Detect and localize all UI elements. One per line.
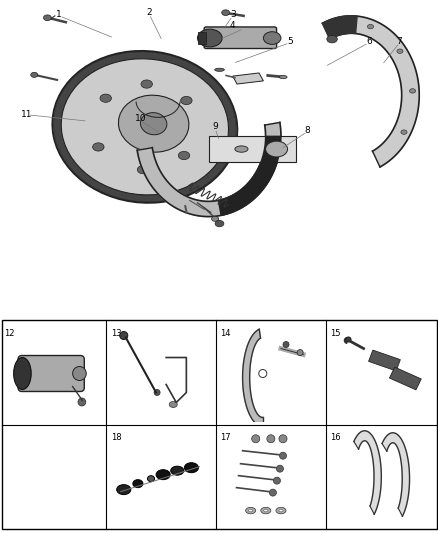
Polygon shape bbox=[137, 123, 280, 216]
Text: 7: 7 bbox=[396, 37, 402, 46]
Circle shape bbox=[31, 72, 38, 77]
Circle shape bbox=[279, 452, 286, 459]
Circle shape bbox=[137, 166, 148, 174]
Ellipse shape bbox=[155, 470, 170, 480]
Text: 4: 4 bbox=[230, 21, 235, 30]
Polygon shape bbox=[321, 16, 418, 167]
Circle shape bbox=[92, 143, 104, 151]
Circle shape bbox=[141, 80, 152, 88]
Ellipse shape bbox=[61, 59, 228, 195]
Ellipse shape bbox=[53, 52, 236, 202]
Text: 1: 1 bbox=[56, 10, 62, 19]
Polygon shape bbox=[232, 73, 263, 84]
Ellipse shape bbox=[14, 358, 31, 390]
Polygon shape bbox=[321, 16, 357, 39]
Circle shape bbox=[265, 141, 287, 157]
Polygon shape bbox=[381, 433, 409, 516]
Ellipse shape bbox=[133, 480, 143, 488]
Polygon shape bbox=[389, 367, 420, 390]
Circle shape bbox=[180, 96, 192, 104]
Text: 9: 9 bbox=[212, 123, 218, 131]
FancyBboxPatch shape bbox=[18, 356, 84, 392]
Ellipse shape bbox=[279, 76, 286, 79]
Ellipse shape bbox=[147, 475, 154, 482]
Polygon shape bbox=[368, 350, 399, 371]
Circle shape bbox=[100, 94, 111, 102]
Circle shape bbox=[326, 35, 336, 43]
Ellipse shape bbox=[117, 484, 131, 495]
Circle shape bbox=[266, 435, 274, 443]
Bar bbox=[208, 136, 296, 163]
Circle shape bbox=[345, 337, 350, 342]
Text: 12: 12 bbox=[4, 329, 15, 338]
Circle shape bbox=[276, 465, 283, 472]
Ellipse shape bbox=[170, 466, 184, 475]
Circle shape bbox=[197, 29, 222, 47]
Ellipse shape bbox=[260, 507, 270, 514]
Ellipse shape bbox=[263, 510, 267, 512]
Text: 11: 11 bbox=[21, 110, 32, 119]
Text: 6: 6 bbox=[365, 37, 371, 46]
Text: 3: 3 bbox=[229, 10, 235, 19]
Circle shape bbox=[120, 332, 127, 340]
Circle shape bbox=[154, 390, 160, 395]
Polygon shape bbox=[353, 431, 381, 514]
Circle shape bbox=[251, 435, 259, 443]
Ellipse shape bbox=[118, 95, 188, 152]
Ellipse shape bbox=[169, 401, 177, 408]
Polygon shape bbox=[242, 329, 262, 426]
Text: 15: 15 bbox=[329, 329, 340, 338]
Text: 16: 16 bbox=[329, 433, 340, 442]
Ellipse shape bbox=[276, 507, 286, 514]
Polygon shape bbox=[218, 136, 280, 215]
Text: 2: 2 bbox=[146, 8, 152, 17]
Text: 13: 13 bbox=[110, 329, 121, 338]
Circle shape bbox=[367, 25, 373, 29]
Circle shape bbox=[278, 435, 286, 443]
Circle shape bbox=[215, 221, 223, 227]
Ellipse shape bbox=[214, 68, 224, 71]
Circle shape bbox=[72, 367, 86, 381]
Circle shape bbox=[178, 151, 189, 159]
Circle shape bbox=[263, 32, 280, 44]
Ellipse shape bbox=[140, 112, 166, 135]
Circle shape bbox=[400, 130, 406, 134]
Text: 14: 14 bbox=[220, 329, 230, 338]
Circle shape bbox=[78, 398, 85, 406]
Ellipse shape bbox=[245, 507, 255, 514]
Circle shape bbox=[269, 489, 276, 496]
Text: 8: 8 bbox=[304, 126, 310, 134]
Ellipse shape bbox=[184, 463, 198, 473]
Ellipse shape bbox=[248, 510, 252, 512]
Circle shape bbox=[297, 350, 303, 356]
Circle shape bbox=[43, 15, 51, 21]
Circle shape bbox=[273, 477, 280, 484]
Circle shape bbox=[409, 88, 415, 93]
Ellipse shape bbox=[234, 146, 247, 152]
Ellipse shape bbox=[278, 510, 283, 512]
Circle shape bbox=[258, 369, 266, 377]
FancyBboxPatch shape bbox=[204, 27, 276, 49]
Circle shape bbox=[283, 342, 288, 348]
Circle shape bbox=[396, 49, 402, 53]
Text: 17: 17 bbox=[220, 433, 230, 442]
Circle shape bbox=[221, 10, 229, 15]
Polygon shape bbox=[197, 33, 206, 44]
Text: 10: 10 bbox=[134, 115, 146, 124]
Text: 5: 5 bbox=[286, 37, 292, 46]
Text: 18: 18 bbox=[110, 433, 121, 442]
Circle shape bbox=[211, 216, 218, 221]
